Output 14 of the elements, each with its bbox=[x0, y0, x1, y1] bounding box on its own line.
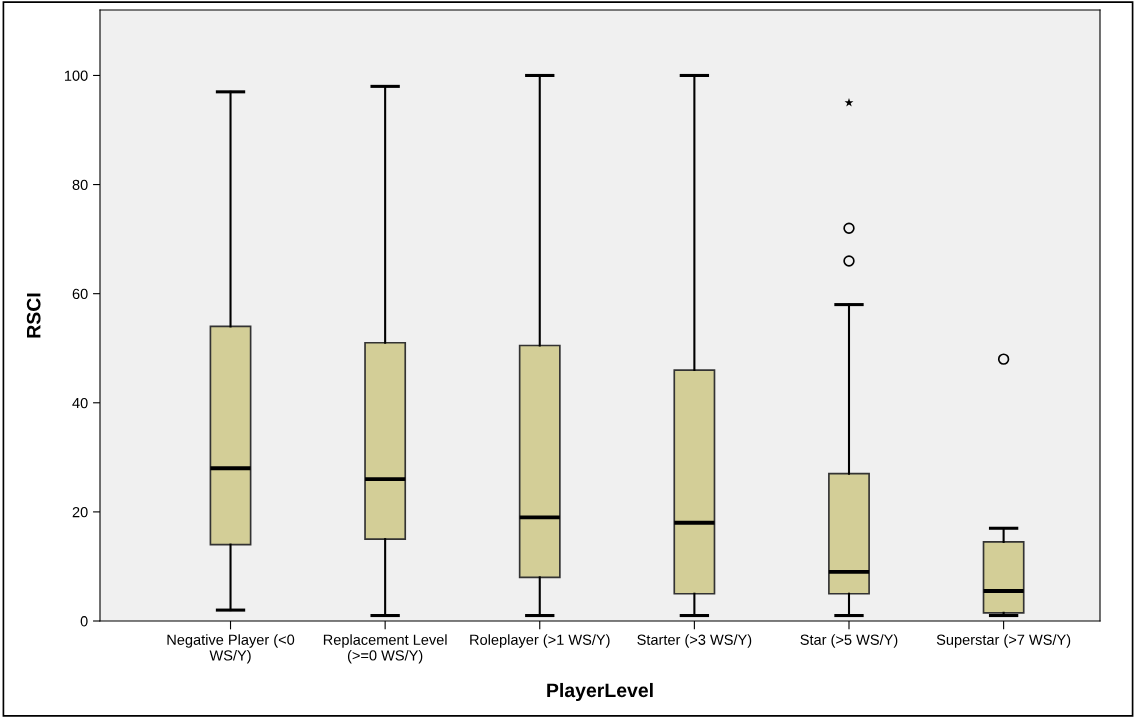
x-tick-label: Negative Player (<0 WS/Y) bbox=[167, 634, 295, 664]
x-tick-label: Roleplayer (>1 WS/Y) bbox=[470, 634, 610, 648]
x-tick-label: Superstar (>7 WS/Y) bbox=[936, 634, 1071, 648]
y-tick-label: 60 bbox=[72, 288, 88, 300]
y-tick-label: 100 bbox=[64, 70, 88, 81]
x-tick-label: Starter (>3 WS/Y) bbox=[637, 634, 752, 648]
y-tick-label: 0 bbox=[80, 616, 88, 627]
y-tick-label: 40 bbox=[72, 397, 88, 409]
x-tick-label: Replacement Level (>=0 WS/Y) bbox=[323, 634, 447, 664]
y-tick-label: 80 bbox=[72, 179, 88, 190]
y-tick-label: 20 bbox=[72, 506, 88, 518]
y-axis-title: RSCI bbox=[26, 293, 41, 338]
x-tick-label: Star (>5 WS/Y) bbox=[800, 634, 898, 648]
x-axis-title: PlayerLevel bbox=[547, 682, 653, 702]
